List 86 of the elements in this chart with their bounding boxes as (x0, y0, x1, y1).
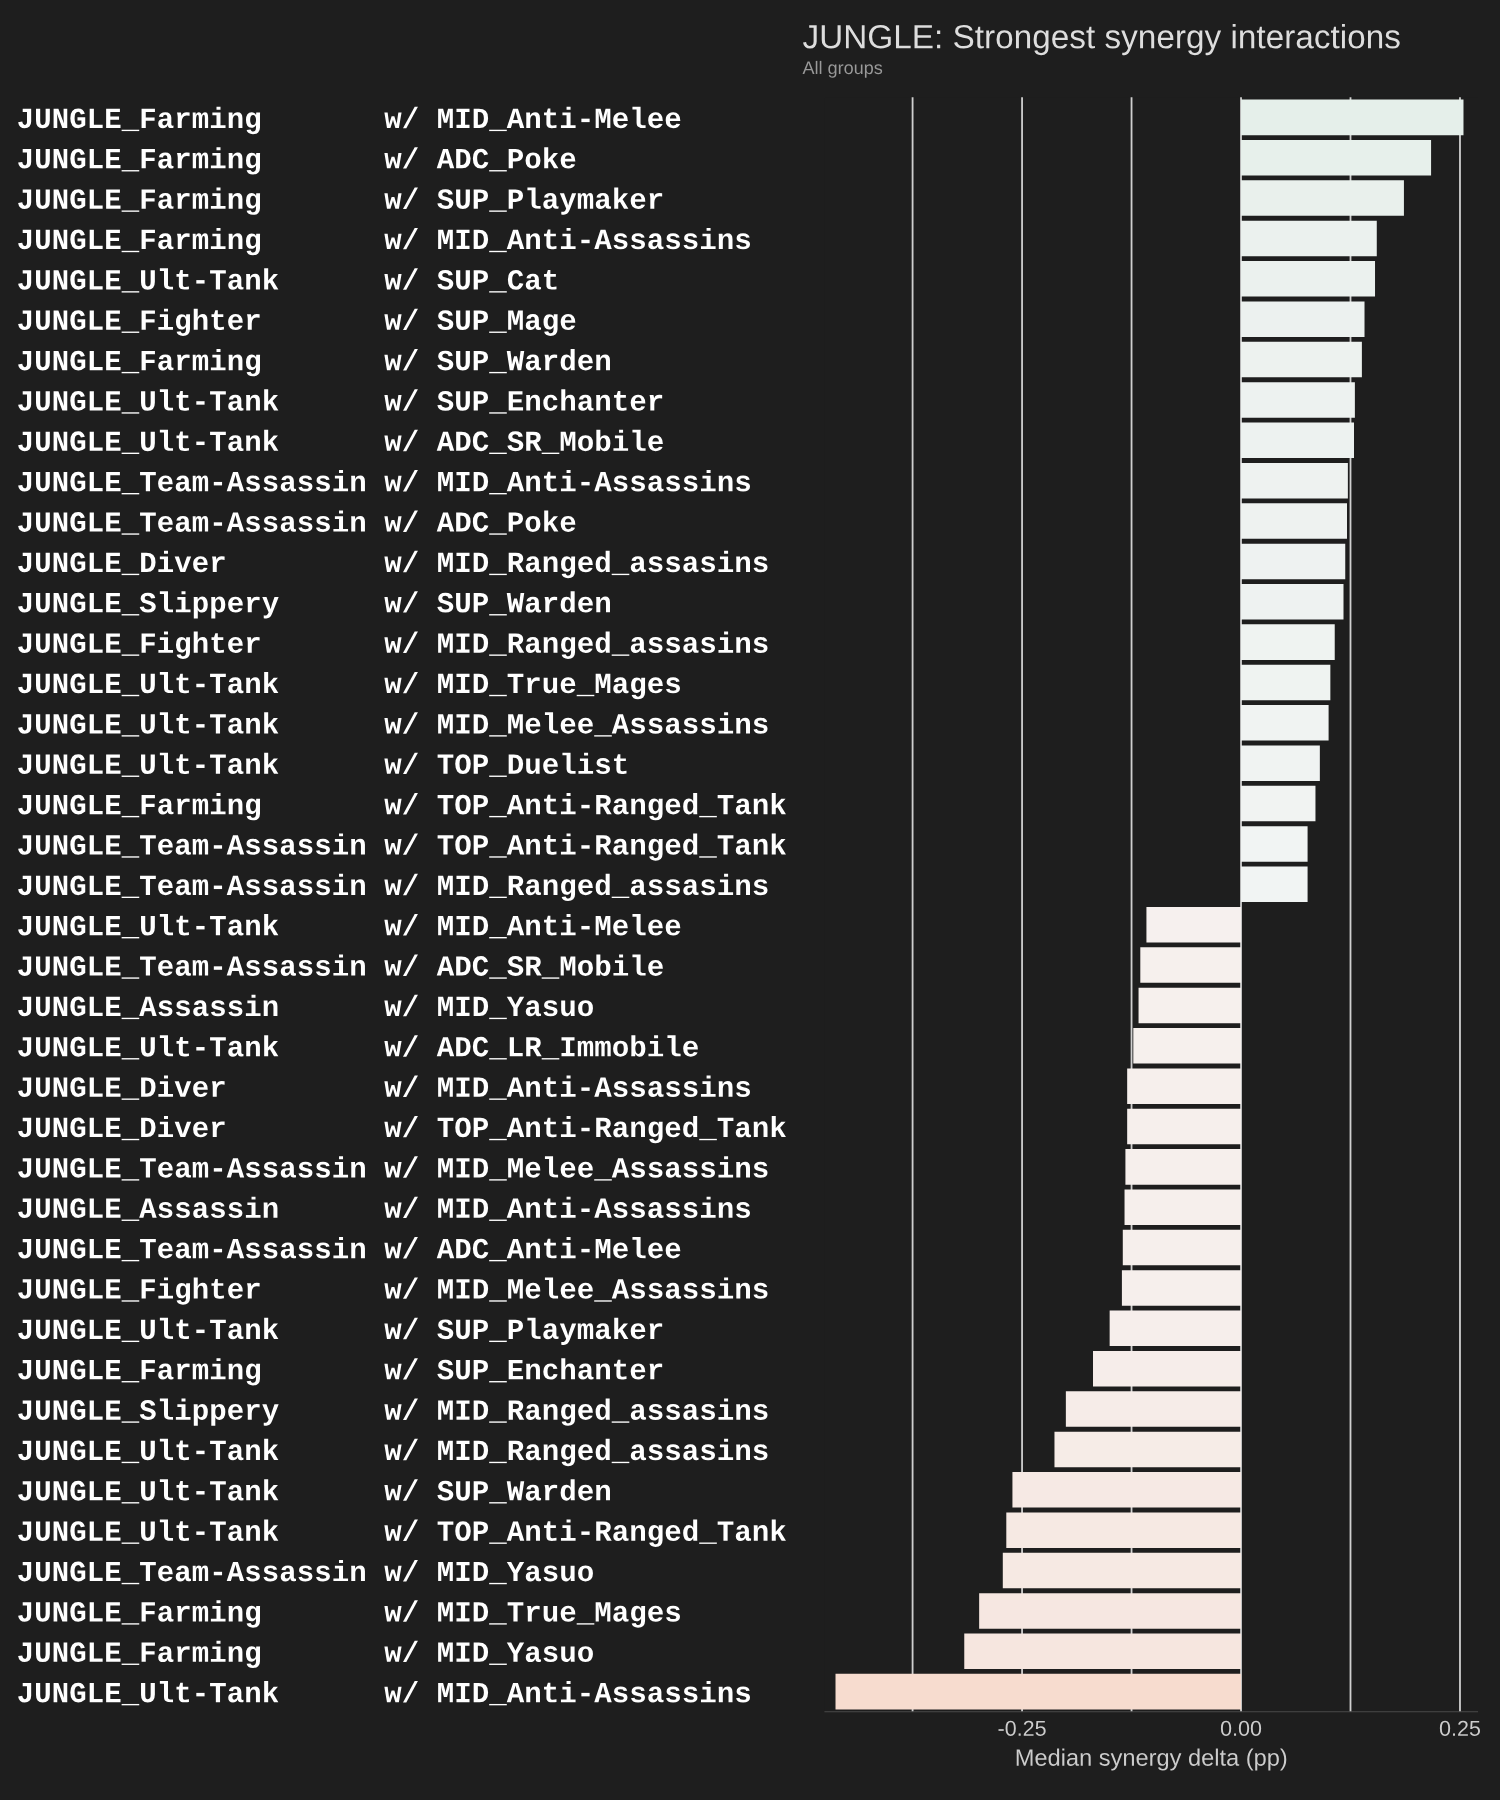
bar (1241, 462, 1348, 499)
bar (1122, 1229, 1242, 1266)
y-tick-label: JUNGLE_Farming w/ MID_Yasuo (18, 1640, 593, 1668)
bar (1241, 664, 1331, 701)
bar (1241, 785, 1316, 822)
y-tick-label: JUNGLE_Assassin w/ MID_Anti-Assassins (18, 1196, 751, 1221)
y-tick-label: JUNGLE_Farming w/ MID_Anti-Assassins (18, 227, 751, 256)
x-tick-label: 0.00 (1220, 1720, 1262, 1736)
bar (1241, 180, 1404, 216)
y-tick-label: JUNGLE_Farming w/ SUP_Warden (18, 349, 610, 377)
bar (1241, 422, 1355, 459)
bar (1133, 1028, 1242, 1064)
y-tick-label: JUNGLE_Ult-Tank w/ SUP_Warden (18, 1479, 610, 1504)
bar (1146, 906, 1242, 943)
bar (1241, 301, 1365, 337)
bar (1241, 705, 1329, 741)
y-tick-label: JUNGLE_Farming w/ SUP_Enchanter (18, 1358, 663, 1386)
y-tick-label: JUNGLE_Ult-Tank w/ TOP_Anti-Ranged_Tank (18, 1519, 786, 1547)
y-tick-label: JUNGLE_Farming w/ MID_Anti-Melee (18, 106, 681, 135)
x-axis-title: Median synergy delta (pp) (1016, 1748, 1287, 1771)
bar (1241, 261, 1376, 297)
y-tick-label: JUNGLE_Ult-Tank w/ ADC_LR_Immobile (18, 1035, 698, 1060)
bar (1125, 1149, 1242, 1185)
y-tick-label: JUNGLE_Ult-Tank w/ TOP_Duelist (18, 752, 627, 777)
bar (1241, 624, 1335, 660)
bar (1241, 543, 1346, 580)
bar (1241, 220, 1377, 257)
y-tick-label: JUNGLE_Fighter w/ MID_Melee_Assassins (18, 1277, 768, 1305)
y-tick-label: JUNGLE_Diver w/ MID_Ranged_assasins (18, 550, 768, 579)
y-tick-label: JUNGLE_Team-Assassin w/ MID_Yasuo (18, 1559, 593, 1585)
y-tick-label: JUNGLE_Ult-Tank w/ MID_Anti-Assassins (18, 1681, 751, 1706)
y-tick-label: JUNGLE_Team-Assassin w/ MID_Ranged_assasins (18, 873, 768, 902)
y-tick-label: JUNGLE_Ult-Tank w/ MID_Ranged_assasins (18, 1438, 768, 1467)
bar (1121, 1270, 1242, 1306)
y-tick-label: JUNGLE_Ult-Tank w/ SUP_Cat (18, 268, 557, 293)
bar (835, 1673, 1242, 1710)
y-tick-label: JUNGLE_Team-Assassin w/ MID_Melee_Assassins (18, 1156, 768, 1181)
y-tick-label: JUNGLE_Slippery w/ MID_Ranged_assasins (18, 1398, 768, 1426)
y-tick-label: JUNGLE_Team-Assassin w/ MID_Anti-Assassins (18, 470, 751, 495)
y-tick-label: JUNGLE_Ult-Tank w/ SUP_Playmaker (18, 1317, 663, 1345)
bar (1140, 947, 1242, 983)
y-tick-label: JUNGLE_Team-Assassin w/ ADC_Poke (18, 510, 576, 535)
bar (1241, 382, 1355, 418)
bar (1241, 826, 1308, 862)
chart-title: JUNGLE: Strongest synergy interactions (803, 24, 1400, 56)
bar (1127, 1068, 1242, 1104)
y-tick-label: JUNGLE_Fighter w/ MID_Ranged_assasins (18, 631, 768, 659)
bar (1006, 1512, 1242, 1548)
y-tick-label: JUNGLE_Ult-Tank w/ MID_Melee_Assassins (18, 712, 768, 737)
y-tick-label: JUNGLE_Farming w/ ADC_Poke (18, 147, 576, 175)
bar (1241, 139, 1432, 176)
y-tick-label: JUNGLE_Ult-Tank w/ MID_Anti-Melee (18, 914, 681, 939)
bar (1124, 1189, 1242, 1225)
bar (1241, 866, 1308, 903)
y-tick-label: JUNGLE_Fighter w/ SUP_Mage (18, 308, 576, 336)
bar (1241, 745, 1320, 781)
bar (1109, 1310, 1242, 1347)
bar (1127, 1108, 1242, 1145)
y-tick-label: JUNGLE_Diver w/ TOP_Anti-Ranged_Tank (18, 1115, 786, 1144)
bar (1065, 1391, 1242, 1427)
y-tick-label: JUNGLE_Ult-Tank w/ MID_True_Mages (18, 671, 680, 700)
bar (1138, 987, 1242, 1024)
y-tick-label: JUNGLE_Team-Assassin w/ ADC_SR_Mobile (18, 954, 663, 979)
y-tick-label: JUNGLE_Ult-Tank w/ ADC_SR_Mobile (18, 429, 663, 455)
bar (1241, 503, 1347, 539)
bar (1002, 1552, 1242, 1589)
y-tick-label: JUNGLE_Team-Assassin w/ TOP_Anti-Ranged_Tank (18, 833, 786, 861)
bar (1241, 341, 1362, 378)
bar (1241, 584, 1344, 620)
bar (1093, 1350, 1242, 1387)
bar (979, 1593, 1242, 1629)
y-tick-label: JUNGLE_Assassin w/ MID_Yasuo (18, 994, 593, 1020)
bar (1054, 1431, 1242, 1468)
y-tick-label: JUNGLE_Farming w/ TOP_Anti-Ranged_Tank (18, 793, 786, 821)
chart-subtitle: All groups (802, 60, 883, 78)
y-tick-label: JUNGLE_Farming w/ SUP_Playmaker (18, 187, 663, 215)
y-tick-label: JUNGLE_Ult-Tank w/ SUP_Enchanter (18, 389, 663, 414)
y-tick-label: JUNGLE_Farming w/ MID_True_Mages (18, 1600, 680, 1628)
x-tick-label: 0.25 (1439, 1720, 1481, 1736)
bar (964, 1633, 1242, 1670)
y-tick-label: JUNGLE_Team-Assassin w/ ADC_Anti-Melee (18, 1237, 681, 1262)
y-tick-label: JUNGLE_Slippery w/ SUP_Warden (18, 591, 610, 619)
x-tick-label: -0.25 (998, 1720, 1046, 1736)
bar (1241, 99, 1464, 136)
bar (1012, 1472, 1242, 1508)
y-tick-label: JUNGLE_Diver w/ MID_Anti-Assassins (18, 1075, 751, 1100)
